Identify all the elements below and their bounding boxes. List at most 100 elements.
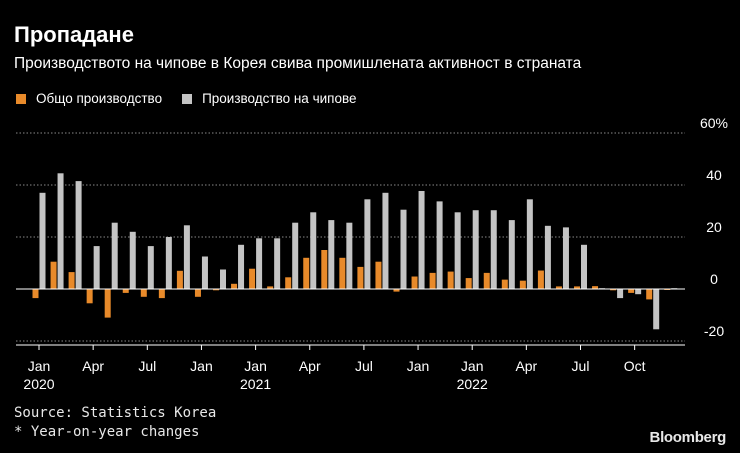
bar-total-production bbox=[574, 286, 580, 289]
bar-chip-production bbox=[653, 289, 660, 330]
bar-total-production bbox=[231, 283, 238, 289]
bar-total-production bbox=[357, 266, 364, 289]
bar-chip-production bbox=[346, 222, 353, 289]
y-tick-label: 20 bbox=[706, 219, 722, 235]
bar-total-production bbox=[628, 289, 635, 293]
bar-total-production bbox=[249, 268, 256, 289]
bar-chip-production bbox=[508, 220, 515, 289]
bar-chip-production bbox=[129, 231, 136, 289]
bar-chip-production bbox=[382, 192, 389, 289]
bar-total-production bbox=[375, 261, 382, 289]
x-tick-label: Jan bbox=[244, 358, 267, 374]
legend-swatch-chips bbox=[182, 93, 193, 104]
bar-total-production bbox=[393, 289, 400, 292]
bar-chip-production bbox=[111, 222, 118, 289]
bar-chip-production bbox=[418, 190, 425, 289]
source-note: Source: Statistics Korea bbox=[14, 405, 217, 421]
bar-total-production bbox=[68, 272, 75, 289]
bar-chip-production bbox=[292, 222, 299, 289]
bar-chip-production bbox=[220, 269, 226, 289]
bar-chip-production bbox=[274, 238, 281, 289]
legend-swatch-total bbox=[16, 93, 26, 104]
bar-total-production bbox=[104, 289, 111, 318]
bar-total-production bbox=[483, 272, 490, 289]
y-tick-label: 0 bbox=[710, 271, 718, 287]
bar-chip-production bbox=[635, 289, 642, 295]
bar-total-production bbox=[321, 250, 328, 289]
chart-title: Пропадане bbox=[14, 22, 134, 47]
legend: Общо производство Производство на чипове bbox=[16, 91, 376, 106]
bar-chip-production bbox=[328, 220, 335, 289]
bar-total-production bbox=[465, 278, 472, 289]
bar-chip-production bbox=[147, 246, 154, 289]
y-tick-label: 60% bbox=[700, 115, 728, 131]
bar-total-production bbox=[176, 270, 183, 289]
bar-total-production bbox=[339, 257, 346, 289]
bar-chip-production bbox=[183, 225, 190, 289]
bar-chip-production bbox=[39, 192, 46, 289]
bar-chip-production bbox=[490, 210, 497, 289]
legend-label-total: Общо производство bbox=[36, 91, 163, 106]
bar-total-production bbox=[140, 289, 147, 297]
bar-total-production bbox=[267, 286, 274, 289]
bar-chip-production bbox=[400, 209, 407, 289]
x-tick-label: Jul bbox=[572, 358, 590, 374]
bar-chip-production bbox=[562, 227, 569, 289]
x-year-label: 2022 bbox=[457, 376, 488, 392]
bar-chip-production bbox=[201, 256, 208, 289]
x-tick-label: Jan bbox=[407, 358, 430, 374]
bar-chip-production bbox=[310, 212, 317, 289]
bar-chip-production bbox=[581, 244, 587, 289]
bar-total-production bbox=[592, 286, 599, 289]
chart-subtitle: Производството на чипове в Корея свива п… bbox=[14, 55, 582, 72]
bar-total-production bbox=[32, 289, 39, 299]
x-tick-label: Jan bbox=[461, 358, 484, 374]
x-tick-label: Apr bbox=[82, 358, 104, 374]
x-tick-label: Jul bbox=[355, 358, 373, 374]
x-year-label: 2021 bbox=[240, 376, 271, 392]
bar-total-production bbox=[50, 261, 57, 289]
bar-total-production bbox=[555, 286, 562, 289]
bar-chip-production bbox=[238, 244, 245, 289]
bar-chip-production bbox=[165, 237, 172, 289]
bar-total-production bbox=[303, 257, 310, 289]
bar-chip-production bbox=[526, 199, 533, 289]
x-tick-label: Jul bbox=[138, 358, 156, 374]
bar-chip-production bbox=[617, 289, 624, 299]
legend-item-chips: Производство на чипове bbox=[182, 91, 356, 106]
bar-total-production bbox=[501, 279, 508, 289]
legend-item-total: Общо производство bbox=[16, 91, 162, 106]
bar-total-production bbox=[194, 289, 201, 297]
bar-total-production bbox=[519, 280, 526, 289]
bar-chip-production bbox=[472, 210, 479, 289]
x-year-label: 2020 bbox=[23, 376, 54, 392]
x-tick-label: Jan bbox=[190, 358, 213, 374]
legend-label-chips: Производство на чипове bbox=[202, 91, 357, 106]
bar-chip-production bbox=[57, 173, 64, 289]
bar-chip-production bbox=[364, 199, 371, 289]
bloomberg-logo: Bloomberg bbox=[649, 429, 727, 446]
x-tick-label: Oct bbox=[624, 358, 646, 374]
bar-total-production bbox=[429, 272, 436, 289]
x-tick-label: Apr bbox=[515, 358, 537, 374]
bar-total-production bbox=[646, 289, 653, 300]
x-tick-label: Apr bbox=[299, 358, 321, 374]
bar-chip-production bbox=[436, 201, 443, 289]
bar-total-production bbox=[447, 271, 454, 289]
bar-chip-production bbox=[256, 238, 263, 289]
bar-total-production bbox=[537, 270, 544, 289]
bar-total-production bbox=[158, 289, 165, 299]
bar-total-production bbox=[610, 289, 617, 291]
bar-total-production bbox=[122, 289, 129, 293]
y-tick-label: 40 bbox=[706, 167, 722, 183]
bar-total-production bbox=[213, 289, 219, 291]
bar-chip-production bbox=[93, 246, 100, 289]
x-tick-label: Jan bbox=[28, 358, 51, 374]
bar-total-production bbox=[86, 289, 93, 304]
bar-total-production bbox=[285, 277, 292, 289]
bar-total-production bbox=[411, 276, 418, 289]
bar-chip-production bbox=[454, 212, 461, 289]
bar-chip-production bbox=[544, 225, 551, 289]
y-tick-label: -20 bbox=[704, 323, 724, 339]
